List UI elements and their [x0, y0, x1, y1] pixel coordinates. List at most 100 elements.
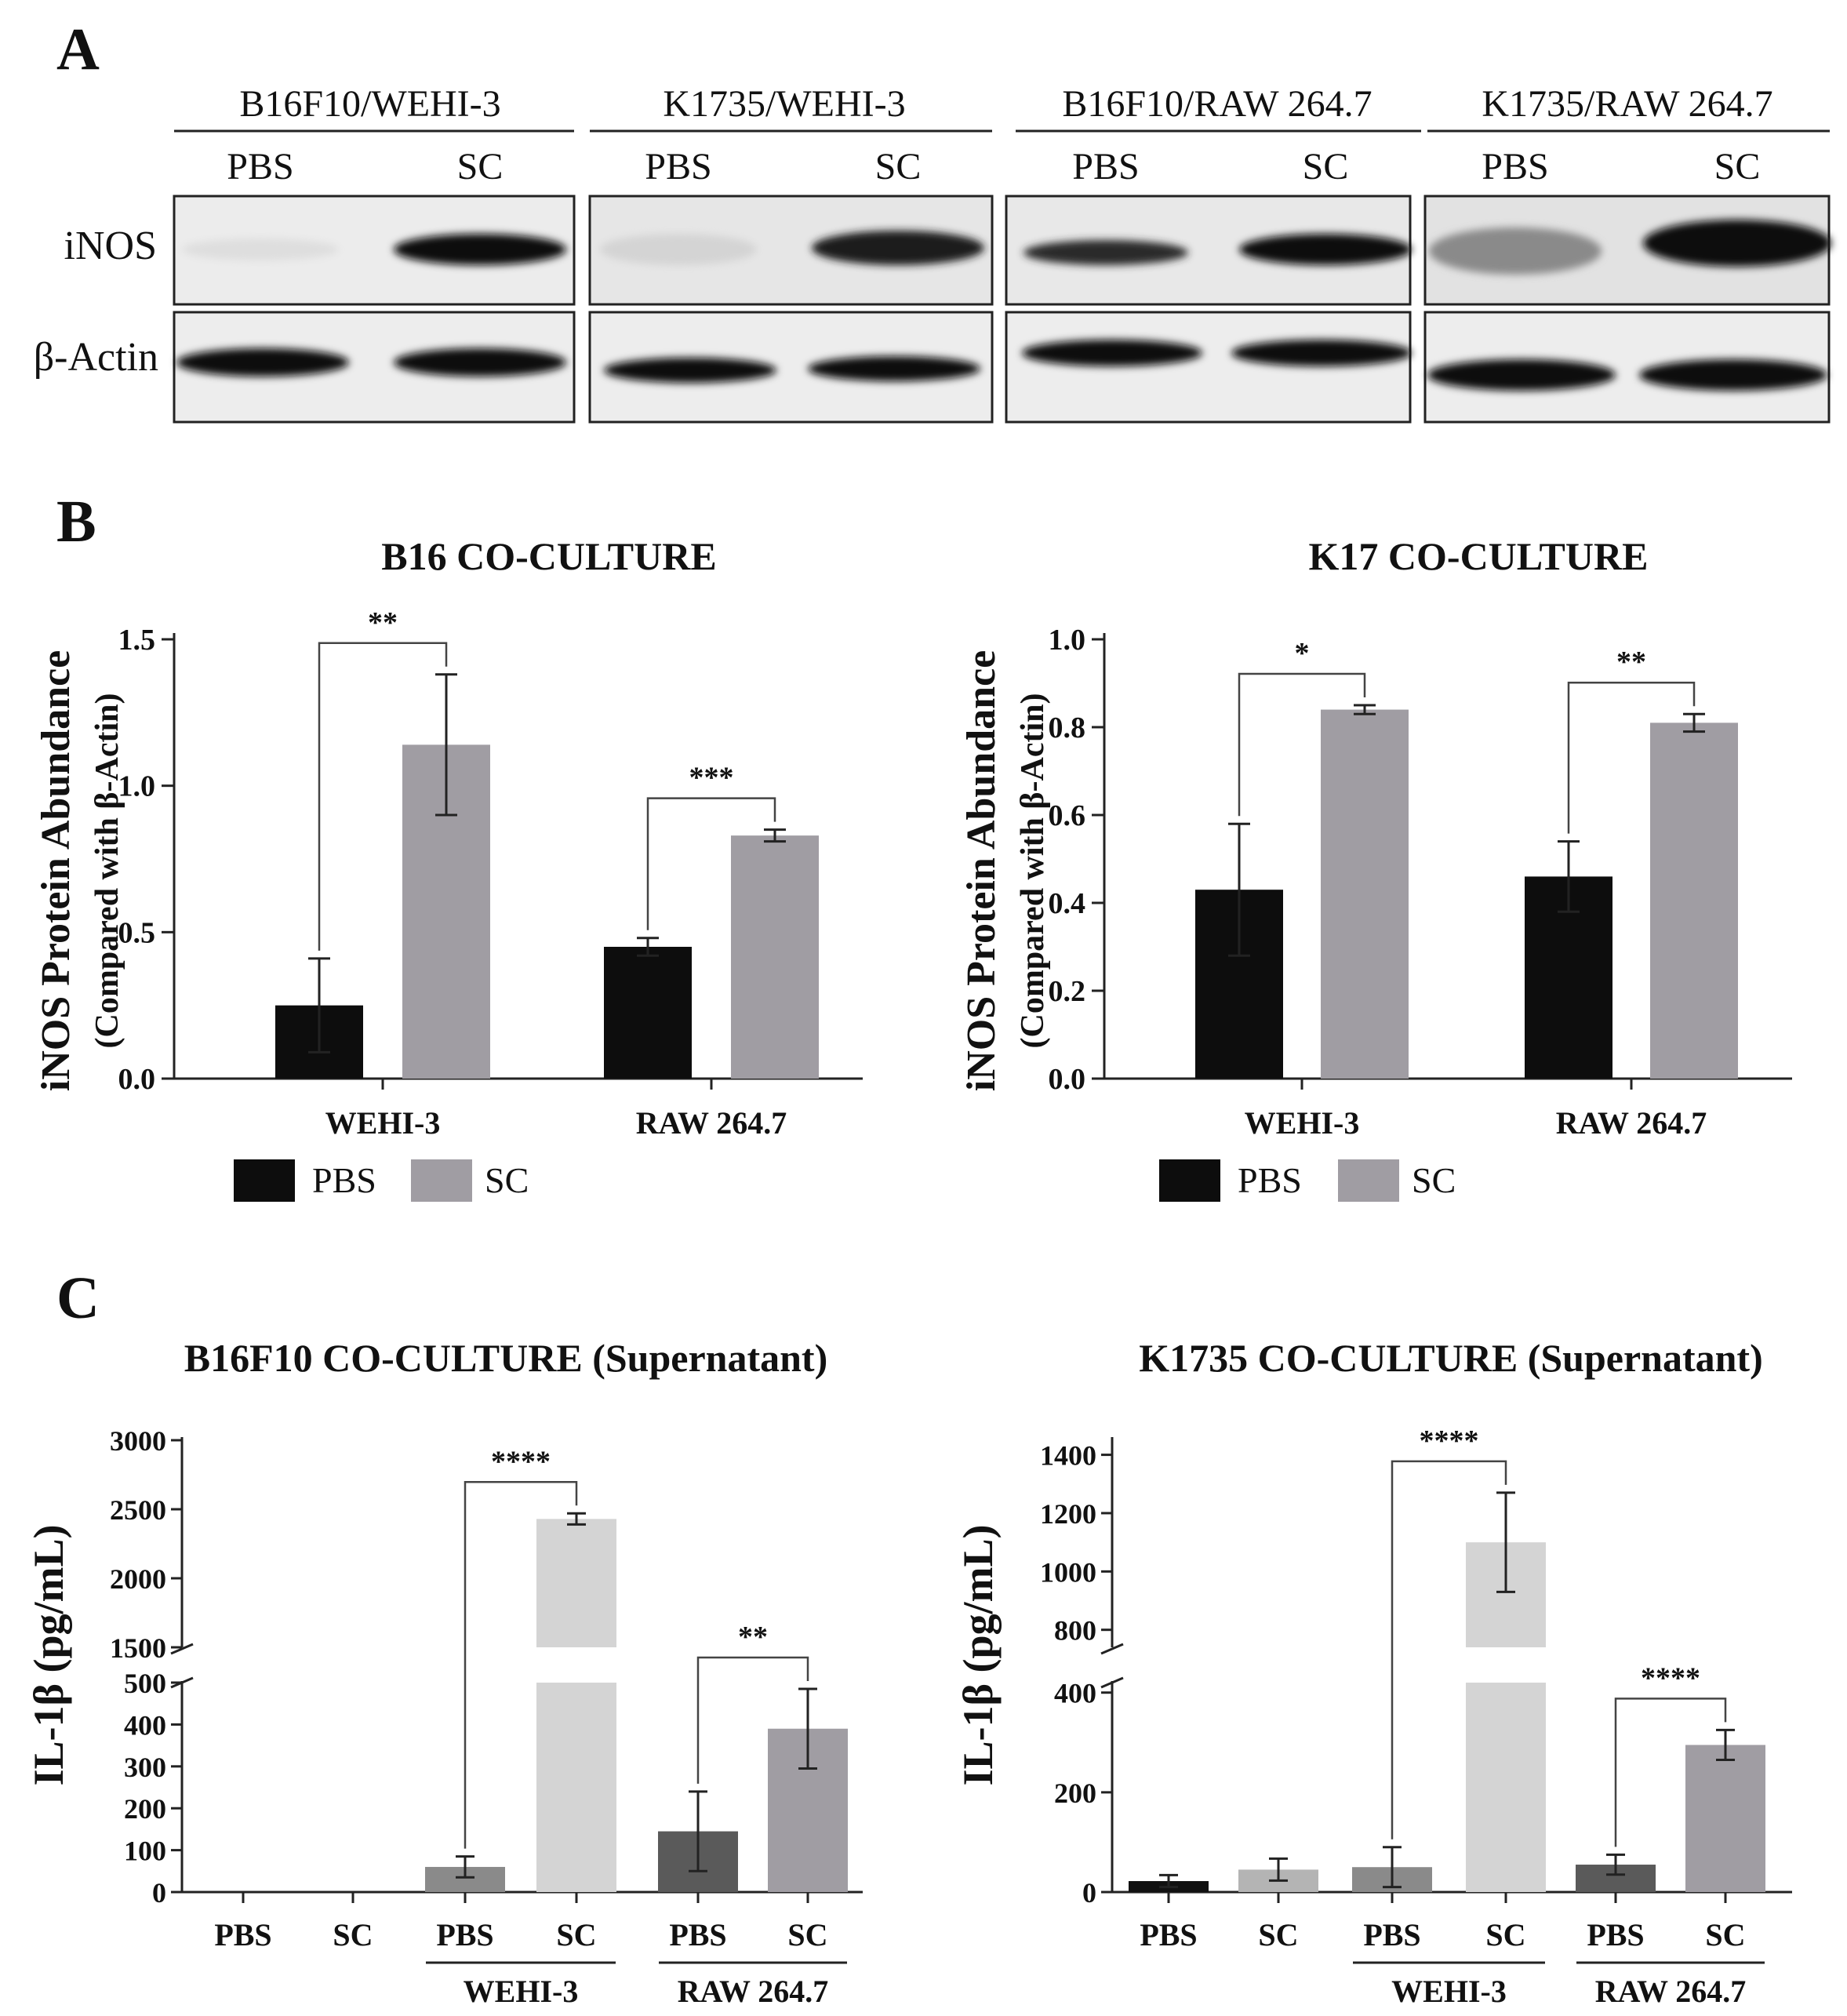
blot-band [182, 238, 339, 260]
panel-letter-a: A [56, 16, 100, 82]
y-tick-label: 1.0 [1049, 624, 1086, 657]
group-label: RAW 264.7 [1595, 1974, 1747, 2009]
blot-row-label-inos: iNOS [64, 224, 157, 268]
y-tick-label: 1000 [1040, 1556, 1096, 1588]
significance-label: **** [1641, 1661, 1700, 1694]
axis-break-mark [1100, 1643, 1124, 1655]
lane-label: SC [1714, 146, 1761, 187]
legend-swatch-sc [411, 1159, 472, 1202]
y-tick-label: 300 [124, 1752, 166, 1783]
y-tick-label: 0.5 [118, 916, 156, 949]
blot-band [394, 234, 566, 265]
y-tick-label: 800 [1054, 1615, 1096, 1647]
y-tick-label: 1.5 [118, 624, 156, 657]
axis-break-mark [170, 1643, 194, 1655]
x-tick-label: WEHI-3 [325, 1105, 441, 1141]
significance-label: ** [1616, 646, 1646, 679]
significance-bracket [646, 797, 776, 930]
y-tick-label: 200 [1054, 1778, 1096, 1809]
blot-band [1239, 234, 1412, 265]
y-tick-label: 1500 [110, 1632, 166, 1664]
significance-bracket [318, 642, 448, 951]
y-tick-label: 0.4 [1049, 887, 1086, 920]
y-axis-label: IL-1β (pg/mL) [954, 1525, 1002, 1786]
legend-swatch-pbs [234, 1159, 295, 1202]
blot-band [812, 231, 984, 265]
b16f10-il1b-chart: B16F10 CO-CULTURE (Supernatant) IL-1β (p… [25, 1336, 863, 2009]
group-label: WEHI-3 [464, 1974, 579, 2009]
significance-bracket [464, 1481, 578, 1849]
blot-band [1639, 359, 1827, 391]
y-axis-label: IL-1β (pg/mL) [25, 1525, 72, 1786]
bar [604, 947, 692, 1079]
x-tick-label: RAW 264.7 [1556, 1105, 1707, 1141]
y-tick-label: 0 [1082, 1877, 1096, 1909]
y-tick-label: 0.0 [1049, 1063, 1086, 1096]
blot-band [394, 348, 566, 377]
y-tick-label: 0.6 [1049, 799, 1086, 832]
x-tick-label: PBS [1140, 1917, 1197, 1952]
legend-label-sc: SC [485, 1160, 529, 1200]
panel-letter-c: C [56, 1265, 100, 1331]
significance-label: **** [491, 1445, 551, 1478]
b16-inos-chart: B16 CO-CULTURE iNOS Protein Abundance (C… [34, 534, 863, 1202]
significance-bracket [1614, 1698, 1727, 1847]
lane-label: SC [457, 146, 504, 187]
legend-swatch-pbs [1159, 1159, 1220, 1202]
legend-swatch-sc [1338, 1159, 1399, 1202]
y-axis-sublabel: (Compared with β-Actin) [1015, 693, 1051, 1049]
k17-inos-chart: K17 CO-CULTURE iNOS Protein Abundance (C… [959, 534, 1792, 1202]
bar [1685, 1745, 1765, 1892]
y-tick-label: 100 [124, 1836, 166, 1867]
y-tick-label: 2000 [110, 1563, 166, 1595]
significance-bracket [696, 1656, 809, 1784]
blot-box [1005, 311, 1412, 424]
y-tick-label: 0.8 [1049, 711, 1086, 744]
blot-band [1643, 220, 1831, 267]
legend-label-pbs: PBS [312, 1160, 376, 1200]
chart-title: B16 CO-CULTURE [381, 534, 716, 578]
y-tick-label: 1200 [1040, 1498, 1096, 1530]
group-label: RAW 264.7 [678, 1974, 829, 2009]
x-tick-label: SC [1705, 1917, 1745, 1952]
x-tick-label: SC [556, 1917, 596, 1952]
y-tick-label: 400 [1054, 1678, 1096, 1709]
panel-letter-b: B [56, 489, 96, 555]
blot-group-title: B16F10/WEHI-3 [239, 83, 500, 125]
lane-label: PBS [1072, 146, 1139, 187]
blot-band [176, 348, 349, 377]
chart-title: B16F10 CO-CULTURE (Supernatant) [184, 1336, 827, 1380]
bar [1321, 709, 1409, 1079]
x-tick-label: PBS [669, 1917, 726, 1952]
blot-band [1022, 340, 1202, 366]
y-tick-label: 200 [124, 1793, 166, 1825]
blot-band [808, 356, 980, 381]
blot-band [1023, 240, 1188, 265]
x-tick-label: RAW 264.7 [636, 1105, 787, 1141]
x-tick-label: SC [333, 1917, 373, 1952]
legend-label-sc: SC [1412, 1160, 1456, 1200]
significance-bracket [1391, 1460, 1507, 1840]
x-tick-label: PBS [436, 1917, 493, 1952]
x-tick-label: PBS [1363, 1917, 1420, 1952]
lane-label: SC [875, 146, 922, 187]
significance-bracket [1567, 681, 1696, 834]
x-tick-label: SC [1485, 1917, 1525, 1952]
x-tick-label: PBS [214, 1917, 271, 1952]
blot-band [600, 234, 757, 265]
axis-break-mark [1100, 1676, 1124, 1689]
x-tick-label: PBS [1587, 1917, 1644, 1952]
bar [536, 1519, 616, 1647]
significance-label: ** [368, 606, 398, 639]
blot-band [1429, 227, 1602, 275]
bar [1466, 1683, 1546, 1892]
significance-label: **** [1420, 1425, 1479, 1457]
bar [731, 835, 819, 1079]
significance-label: * [1295, 637, 1310, 670]
y-tick-label: 0 [152, 1877, 166, 1909]
blot-row-label-actin: β-Actin [34, 335, 158, 380]
y-tick-label: 400 [124, 1709, 166, 1741]
y-axis-sublabel: (Compared with β-Actin) [89, 693, 125, 1049]
lane-label: SC [1303, 146, 1349, 187]
